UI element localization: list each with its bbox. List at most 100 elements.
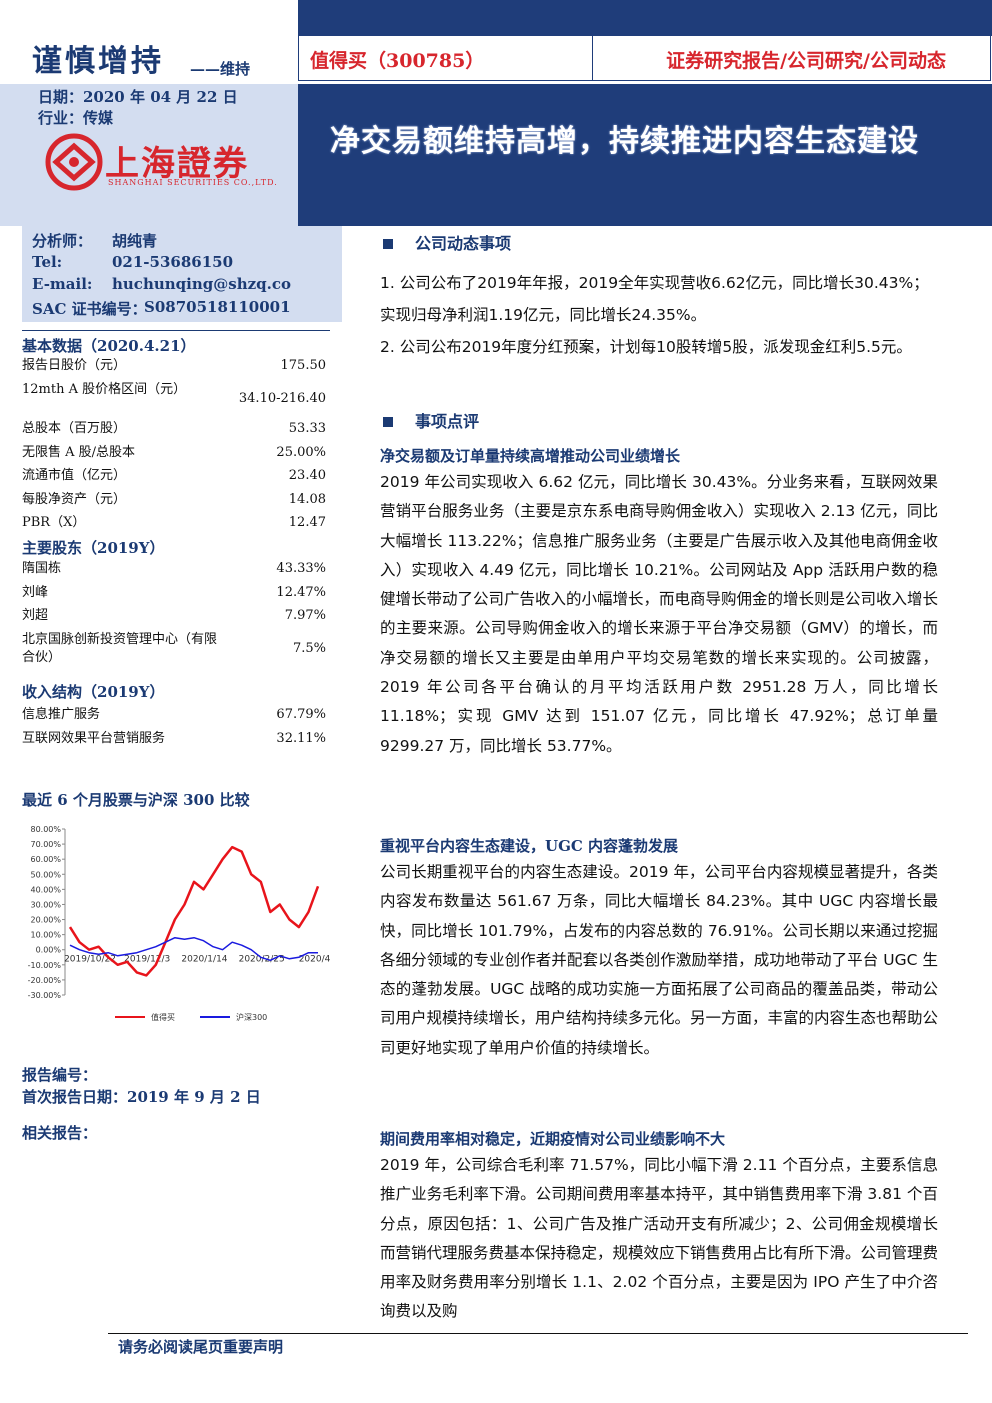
label: Tel: [32, 252, 63, 271]
paragraph: 2019 年公司实现收入 6.62 亿元，同比增长 30.43%。分业务来看，互… [380, 473, 939, 755]
chart: 80.00% 70.00% 60.00% 50.00% 40.00% 30.00% 20.0… [28, 825, 330, 1022]
table-row: 刘峰 12.47% [22, 584, 326, 602]
event-item: 1. 公司公布了2019年年报，2019全年实现营收6.62亿元，同比增长30.… [380, 274, 929, 324]
analyst-row: E-mail: huchunqing@shzq.co [32, 275, 291, 293]
y-tick-label: 0.00% [36, 946, 62, 955]
y-tick-label: 40.00% [30, 885, 61, 894]
row-value: 25.00% [276, 444, 326, 460]
legend-label: 沪深300 [236, 1012, 267, 1022]
chart-title: 最近 6 个月股票与沪深 300 比较 [22, 791, 250, 809]
row-label: 报告日股价（元） [22, 358, 127, 373]
headline-box [298, 84, 992, 226]
y-tick-label: 80.00% [30, 825, 61, 834]
row-value: 175.50 [280, 358, 327, 373]
banner-top [298, 0, 992, 36]
heading-text: 事项点评 [415, 412, 480, 431]
row-label: 互联网效果平台营销服务 [22, 730, 166, 746]
table-row: 流通市值（亿元） 23.40 [22, 467, 326, 485]
headline: 净交易额维持高增，持续推进内容生态建设 [330, 124, 919, 159]
divider [592, 36, 593, 80]
value: huchunqing@shzq.co [112, 275, 291, 293]
sub-heading: 重视平台内容生态建设，UGC 内容蓬勃发展 [380, 837, 679, 855]
row-value: 7.5% [292, 640, 326, 656]
x-tick-label: 2020/4/7 [299, 955, 330, 965]
label: SAC 证书编号： [32, 299, 147, 318]
company: 值得买（300785） [310, 50, 485, 72]
value: S0870518110001 [144, 297, 291, 316]
series-line [68, 845, 320, 977]
section-heading: 公司动态事项 [383, 230, 511, 254]
y-tick-label: -10.00% [28, 961, 62, 970]
logo-english: SHANGHAI SECURITIES CO.,LTD. [108, 178, 278, 187]
table-row: 每股净资产（元） 14.08 [22, 491, 326, 509]
row-label: 总股本（百万股） [22, 421, 127, 436]
sub-heading: 净交易额及订单量持续高增推动公司业绩增长 [380, 447, 681, 465]
label: E-mail: [32, 275, 93, 293]
row-value: 67.79% [276, 707, 326, 722]
row-label: PBR（X） [22, 515, 86, 530]
analyst-row: SAC 证书编号： S0870518110001 [32, 298, 291, 319]
rating-change: ——维持 [190, 60, 251, 78]
y-tick-label: -30.00% [28, 991, 62, 1000]
rule [22, 330, 330, 331]
table-row: 刘超 7.97% [22, 607, 326, 625]
related-reports: 相关报告： [22, 1124, 98, 1142]
table-row: 隋国栋 43.33% [22, 560, 326, 578]
industry: 行业：传媒 [38, 109, 114, 127]
row-label: 刘超 [22, 608, 49, 623]
row-label: 北京国脉创新投资管理中心（有限合伙） [22, 631, 218, 665]
label: 分析师： [32, 232, 93, 250]
table-row: 报告日股价（元） 175.50 [22, 357, 326, 375]
heading-text: 公司动态事项 [415, 234, 512, 253]
banner-strip [298, 36, 991, 81]
x-tick-label: 2019/10/22 [64, 955, 116, 965]
value: 021-53686150 [112, 252, 234, 271]
section-title: 主要股东（2019Y） [22, 539, 165, 557]
row-value: 12.47% [276, 584, 326, 600]
row-value: 12.47 [288, 515, 326, 530]
x-tick-label: 2020/2/25 [239, 955, 285, 965]
y-tick-label: 70.00% [30, 840, 61, 849]
y-tick-label: 50.00% [30, 870, 61, 879]
row-label: 隋国栋 [22, 561, 62, 576]
report-category: 证券研究报告/公司研究/公司动态 [666, 50, 946, 72]
row-value: 34.10-216.40 [238, 390, 326, 406]
section-heading: 事项点评 [383, 408, 479, 432]
analyst-row: Tel: 021-53686150 [32, 252, 233, 271]
event-item: 2. 公司公布2019年度分红预案，计划每10股转增5股，派发现金红利5.5元。 [380, 338, 912, 356]
row-label: 12mth A 股价格区间（元） [22, 381, 187, 397]
row-value: 53.33 [288, 421, 326, 436]
table-row: 信息推广服务 67.79% [22, 706, 326, 724]
row-value: 23.40 [288, 468, 326, 483]
table-row: 北京国脉创新投资管理中心（有限合伙） 7.5% [22, 631, 326, 667]
report-date: 日期：2020 年 04 月 22 日 [38, 88, 238, 106]
legend-label: 值得买 [151, 1012, 175, 1022]
row-value: 43.33% [276, 561, 326, 576]
table-row: 无限售 A 股/总股本 25.00% [22, 444, 326, 462]
row-label: 刘峰 [22, 584, 49, 600]
row-label: 流通市值（亿元） [22, 468, 127, 483]
section-title: 基本数据（2020.4.21） [22, 337, 196, 355]
y-tick-label: 60.00% [30, 855, 61, 864]
series-line [69, 936, 318, 962]
row-label: 无限售 A 股/总股本 [22, 444, 136, 460]
x-tick-label: 2019/12/3 [124, 955, 170, 965]
row-value: 7.97% [284, 608, 326, 623]
footer-notice: 请务必阅读尾页重要声明 [118, 1338, 284, 1356]
row-value: 32.11% [276, 730, 326, 746]
y-tick-label: -20.00% [28, 976, 62, 985]
row-value: 14.08 [288, 491, 326, 507]
value: 胡纯青 [112, 232, 158, 250]
table-row: 总股本（百万股） 53.33 [22, 420, 326, 438]
table-row: 互联网效果平台营销服务 32.11% [22, 730, 326, 748]
logo-name: 上海證券 [105, 144, 249, 184]
y-tick-label: 30.00% [30, 900, 61, 909]
rating: 谨慎增持 [32, 44, 164, 79]
sub-heading: 期间费用率相对稳定，近期疫情对公司业绩影响不大 [380, 1130, 726, 1148]
report-number: 报告编号： [22, 1066, 98, 1084]
x-tick-label: 2020/1/14 [181, 955, 227, 965]
table-row: PBR（X） 12.47 [22, 514, 326, 532]
first-report-date: 首次报告日期：2019 年 9 月 2 日 [22, 1088, 261, 1106]
analyst-row: 分析师： 胡纯青 [32, 230, 157, 251]
